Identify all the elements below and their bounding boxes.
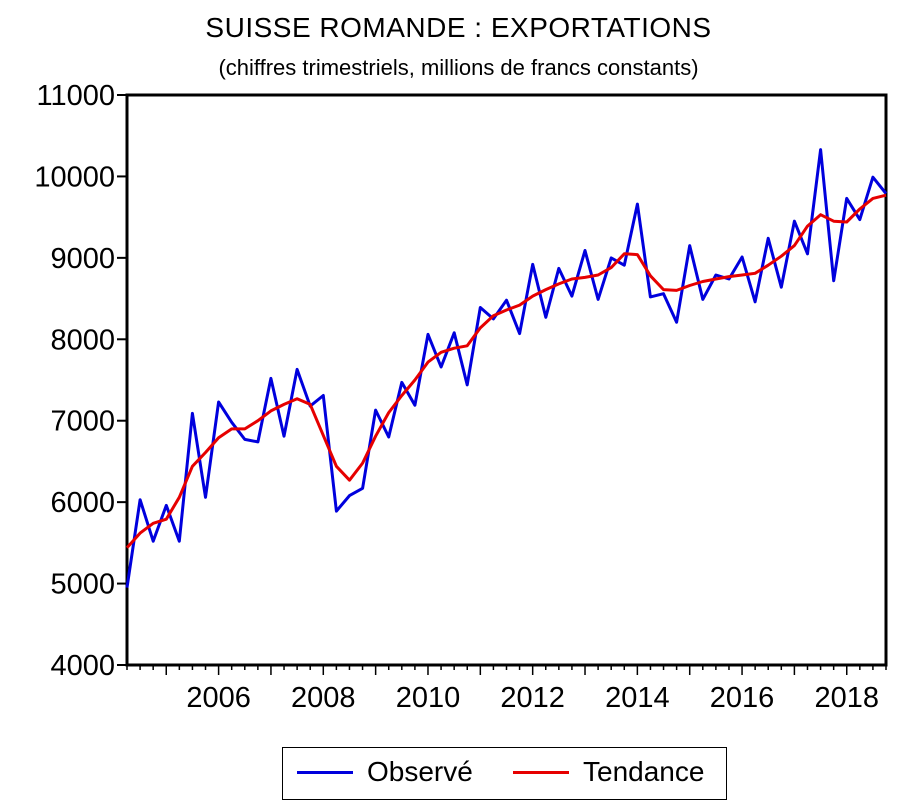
y-tick-label: 7000 — [50, 406, 115, 438]
series-line-trend — [125, 193, 887, 549]
y-tick-label: 10000 — [34, 161, 115, 193]
y-tick-label: 8000 — [50, 324, 115, 356]
plot-frame — [125, 93, 888, 667]
chart-title: SUISSE ROMANDE : EXPORTATIONS — [205, 12, 712, 43]
x-tick-label: 2012 — [500, 682, 565, 714]
y-axis: 4000 5000 6000 7000 8000 9000 10000 11000 — [34, 80, 127, 682]
series-layer — [125, 148, 888, 588]
x-tick-label: 2014 — [605, 682, 670, 714]
legend-label-trend: Tendance — [583, 756, 705, 787]
y-tick-label: 5000 — [50, 569, 115, 601]
series-line-observed — [125, 148, 888, 588]
legend-label-observed: Observé — [367, 756, 473, 787]
x-tick-label: 2010 — [396, 682, 461, 714]
x-tick-label: 2018 — [814, 682, 879, 714]
legend-item-observed: Observé — [297, 756, 473, 788]
x-tick-label: 2008 — [291, 682, 356, 714]
chart-subtitle: (chiffres trimestriels, millions de fran… — [218, 55, 699, 80]
plot-border — [125, 93, 888, 667]
legend-swatch-observed — [297, 770, 353, 774]
y-tick-label: 11000 — [37, 80, 116, 112]
legend: Observé Tendance — [282, 747, 727, 800]
y-tick-label: 6000 — [50, 487, 115, 519]
x-axis: 2006 2008 2010 2012 2014 2016 2018 — [126, 665, 887, 714]
x-tick-label: 2016 — [710, 682, 775, 714]
legend-swatch-trend — [513, 770, 569, 774]
legend-item-trend: Tendance — [513, 756, 704, 788]
x-tick-label: 2006 — [186, 682, 251, 714]
y-tick-label: 9000 — [50, 243, 115, 275]
y-tick-label: 4000 — [50, 650, 115, 682]
